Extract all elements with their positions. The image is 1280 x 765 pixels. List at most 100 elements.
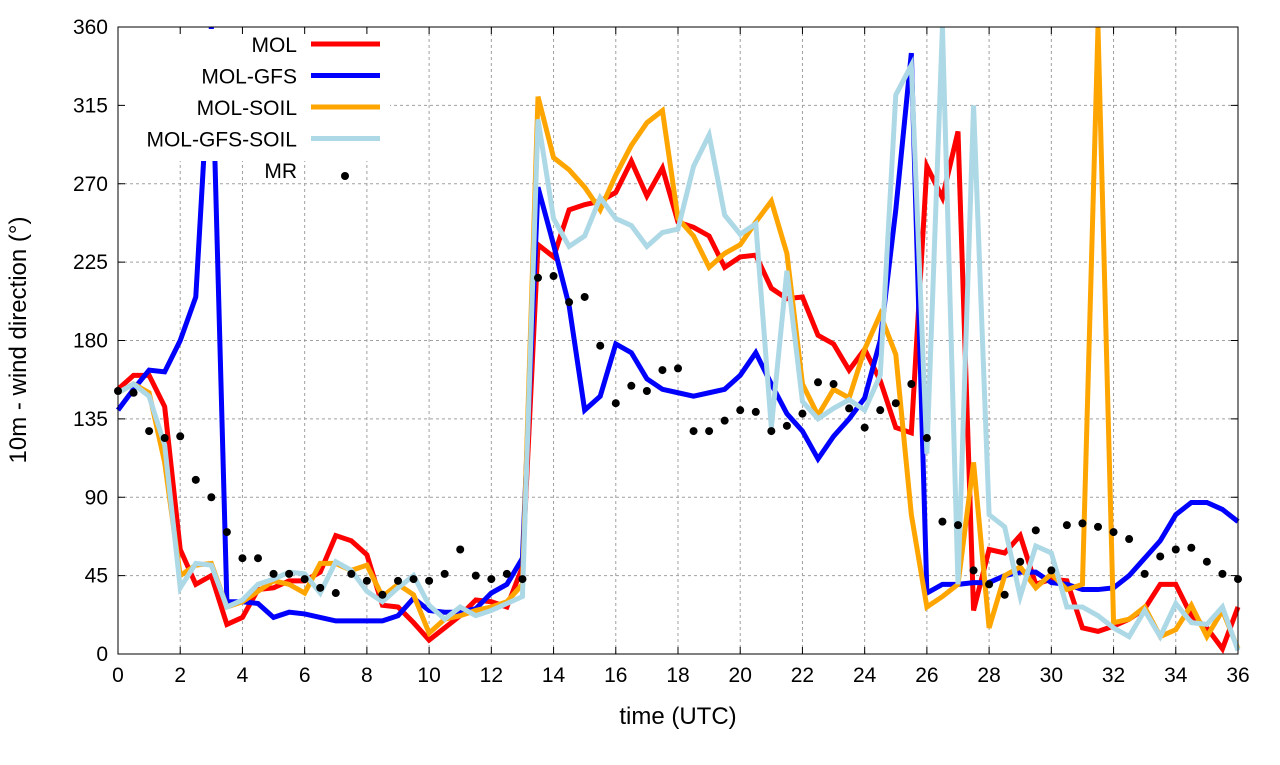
x-tick-label: 22 bbox=[791, 664, 814, 687]
data-point-mr bbox=[254, 554, 262, 563]
legend-swatch-mr bbox=[341, 172, 349, 180]
axis-ticks: 0 2 4 6 8 10 12 14 16 18 20 22 24 26 28 30 32 34 360459013… bbox=[73, 16, 1250, 687]
data-point-mr bbox=[596, 341, 605, 350]
legend-label-mol-soil: MOL-SOIL bbox=[197, 97, 297, 120]
x-tick-label: 36 bbox=[1226, 664, 1249, 687]
y-tick-label: 90 bbox=[85, 486, 108, 509]
data-point-mr bbox=[502, 569, 511, 578]
data-point-mr bbox=[1202, 557, 1211, 566]
x-tick-label: 24 bbox=[853, 664, 877, 687]
x-tick-label: 10 bbox=[417, 664, 440, 687]
data-point-mr bbox=[362, 576, 371, 585]
x-tick-label: 30 bbox=[1040, 664, 1063, 687]
data-point-mr bbox=[316, 583, 325, 592]
data-point-mr bbox=[611, 399, 620, 408]
y-tick-label: 360 bbox=[73, 16, 108, 39]
data-point-mr bbox=[705, 427, 714, 436]
data-point-mr bbox=[1109, 528, 1118, 537]
data-point-mr bbox=[1171, 545, 1180, 554]
data-point-mr bbox=[145, 427, 154, 436]
data-point-mr bbox=[1187, 543, 1196, 552]
x-tick-label: 28 bbox=[977, 664, 1000, 687]
legend-label-mol: MOL bbox=[251, 34, 297, 57]
data-point-mr bbox=[238, 554, 247, 563]
y-tick-label: 135 bbox=[73, 408, 108, 431]
y-tick-label: 225 bbox=[73, 251, 108, 274]
data-point-mr bbox=[720, 416, 729, 425]
data-point-mr bbox=[627, 381, 636, 390]
data-point-mr bbox=[394, 576, 402, 585]
data-point-mr bbox=[642, 387, 651, 396]
data-point-mr bbox=[922, 434, 931, 443]
data-point-mr bbox=[222, 528, 231, 537]
data-point-mr bbox=[425, 576, 434, 585]
data-point-mr bbox=[891, 399, 900, 408]
data-point-mr bbox=[782, 421, 791, 430]
x-tick-label: 26 bbox=[915, 664, 938, 687]
data-point-mr bbox=[969, 566, 978, 575]
y-tick-label: 45 bbox=[85, 565, 108, 588]
data-point-mr bbox=[845, 404, 854, 413]
data-point-mr bbox=[534, 273, 542, 282]
data-point-mr bbox=[907, 380, 916, 389]
data-point-mr bbox=[300, 575, 309, 584]
data-point-mr bbox=[129, 388, 138, 397]
data-point-mr bbox=[736, 406, 745, 415]
x-axis-label: time (UTC) bbox=[619, 703, 736, 730]
y-tick-label: 315 bbox=[73, 94, 108, 117]
data-point-mr bbox=[876, 406, 885, 415]
data-point-mr bbox=[1031, 526, 1040, 535]
data-point-mr bbox=[674, 364, 682, 373]
data-point-mr bbox=[207, 493, 216, 502]
data-point-mr bbox=[814, 378, 822, 387]
data-point-mr bbox=[798, 409, 807, 418]
data-point-mr bbox=[191, 475, 200, 484]
data-point-mr bbox=[269, 569, 278, 578]
series-line-mol-gfs bbox=[115, 26, 1240, 624]
x-tick-label: 4 bbox=[237, 664, 249, 687]
legend-label-mr: MR bbox=[264, 160, 297, 183]
data-point-mr bbox=[985, 580, 994, 589]
data-point-mr bbox=[1094, 522, 1102, 531]
x-tick-label: 18 bbox=[666, 664, 689, 687]
data-point-mr bbox=[658, 366, 667, 375]
y-tick-label: 270 bbox=[73, 173, 108, 196]
data-point-mr bbox=[549, 272, 558, 281]
data-point-mr bbox=[487, 575, 496, 584]
data-point-mr bbox=[938, 517, 947, 526]
data-point-mr bbox=[518, 575, 527, 584]
data-point-mr bbox=[1016, 557, 1025, 566]
x-tick-label: 12 bbox=[480, 664, 503, 687]
data-point-mr bbox=[1140, 569, 1149, 578]
data-point-mr bbox=[456, 545, 465, 554]
series-line-mol-gfs-soil bbox=[116, 26, 1241, 652]
data-point-mr bbox=[767, 427, 776, 436]
y-tick-label: 180 bbox=[73, 330, 108, 353]
data-point-mr bbox=[1047, 566, 1056, 575]
data-point-mr bbox=[580, 292, 589, 301]
data-point-mr bbox=[751, 407, 760, 416]
data-point-mr bbox=[331, 589, 340, 598]
data-point-mr bbox=[1062, 521, 1071, 530]
data-point-mr bbox=[378, 590, 387, 599]
data-point-mr bbox=[954, 521, 962, 530]
x-tick-label: 20 bbox=[729, 664, 752, 687]
data-point-mr bbox=[1000, 590, 1009, 599]
data-point-mr bbox=[471, 571, 480, 580]
data-point-mr bbox=[440, 569, 449, 578]
data-point-mr bbox=[829, 380, 838, 389]
data-point-mr bbox=[1125, 535, 1134, 544]
x-tick-label: 14 bbox=[542, 664, 566, 687]
data-point-mr bbox=[160, 434, 169, 443]
data-point-mr bbox=[176, 432, 185, 441]
data-point-mr bbox=[347, 569, 356, 578]
x-tick-label: 0 bbox=[112, 664, 124, 687]
data-point-mr bbox=[1156, 552, 1165, 561]
x-tick-label: 2 bbox=[174, 664, 186, 687]
data-point-mr bbox=[565, 298, 574, 307]
series-group bbox=[114, 26, 1242, 654]
legend-label-mol-gfs-soil: MOL-GFS-SOIL bbox=[146, 129, 297, 152]
data-point-mr bbox=[1078, 519, 1087, 528]
y-tick-label: 0 bbox=[96, 643, 108, 666]
